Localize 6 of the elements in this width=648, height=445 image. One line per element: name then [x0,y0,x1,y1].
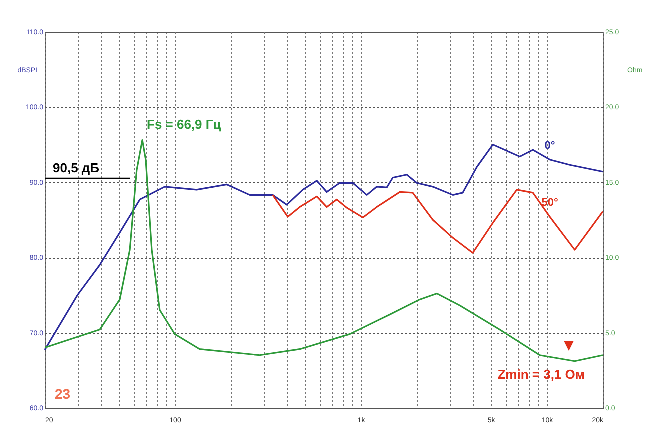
annotation: 23 [55,386,71,402]
annotation: Zmin = 3,1 Ом [498,367,585,382]
series-label: 0° [544,140,556,152]
annotation: Fs = 66,9 Гц [147,117,222,132]
series-label: 50° [542,196,558,209]
ref-line-label: 90,5 дБ [53,160,100,176]
